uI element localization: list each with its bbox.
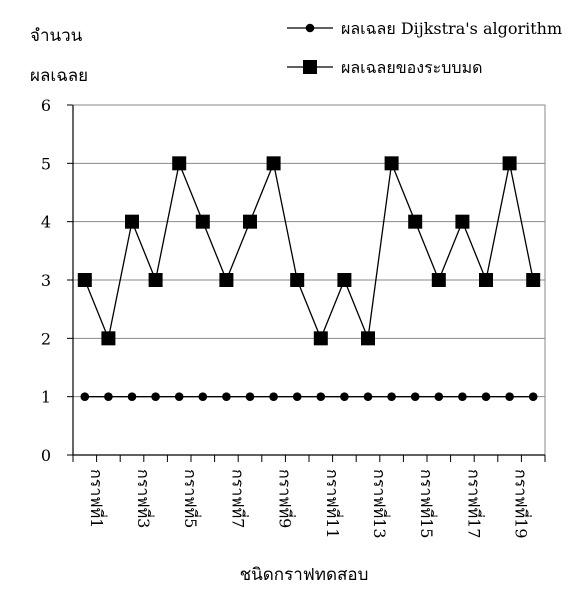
y-tick-label-2: 2: [41, 329, 51, 348]
series-markers: [77, 156, 541, 401]
point-circle: [198, 392, 208, 401]
point-circle: [151, 392, 160, 401]
point-circle: [434, 392, 444, 401]
x-axis-title: ชนิดกราฟทดสอบ: [240, 565, 369, 585]
point-circle: [363, 392, 373, 401]
point-circle: [505, 392, 514, 401]
point-circle: [292, 392, 302, 401]
point-circle: [340, 392, 349, 401]
point-square: [266, 156, 281, 171]
legend: ผลเฉลย Dijkstra's algorithm ผลเฉลยของระบบ…: [287, 19, 562, 77]
point-circle: [316, 392, 326, 401]
y-tick-label-5: 5: [41, 154, 51, 173]
point-circle: [127, 392, 137, 401]
point-square: [195, 214, 210, 229]
y-tick-label-1: 1: [41, 388, 51, 407]
y-tick-label-3: 3: [41, 271, 51, 290]
y-tick-label-6: 6: [41, 96, 51, 115]
point-square: [361, 331, 375, 346]
legend-label-2: ผลเฉลยของระบบมด: [341, 58, 483, 77]
y-tick-label-0: 0: [41, 446, 51, 465]
y-axis-label-line-1: จำนวน: [30, 26, 83, 46]
point-circle: [174, 392, 184, 401]
point-circle: [245, 392, 255, 401]
legend-marker-square: [303, 60, 317, 74]
x-tick-label: กราฟที่17: [464, 469, 485, 539]
axes: [67, 104, 546, 462]
x-tick-label: กราฟที่15: [417, 469, 438, 539]
point-circle: [387, 392, 396, 401]
y-axis-label-line-2: ผลเฉลย: [30, 66, 89, 86]
x-tick-label: กราฟที่3: [134, 469, 155, 528]
point-circle: [410, 392, 420, 401]
point-circle: [528, 392, 538, 401]
point-square: [243, 214, 257, 229]
series-line-2: [84, 160, 534, 341]
point-circle: [458, 392, 467, 401]
point-square: [502, 156, 517, 171]
point-circle: [222, 392, 231, 401]
x-tick-label: กราฟที่1: [87, 469, 108, 528]
x-tick-labels: กราฟที่1 กราฟที่3 กราฟที่5 กราฟที่7 กราฟที่9…: [87, 469, 533, 539]
point-circle: [481, 392, 491, 401]
x-tick-label: กราฟที่5: [181, 469, 202, 528]
x-tick-label: กราฟที่7: [228, 469, 249, 528]
point-square: [77, 273, 92, 287]
y-tick-labels: 0 1 2 3 4 5 6: [41, 96, 51, 465]
point-square: [101, 331, 116, 346]
point-square: [479, 273, 493, 287]
x-tick-label: กราฟที่13: [370, 469, 391, 539]
point-square: [313, 331, 328, 346]
point-square: [290, 273, 305, 287]
point-square: [455, 214, 470, 229]
x-tick-label: กราฟที่11: [323, 469, 344, 539]
y-tick-label-4: 4: [41, 213, 51, 232]
point-square: [408, 214, 423, 229]
point-square: [337, 273, 352, 287]
point-circle: [80, 392, 90, 401]
x-tick-label: กราฟที่9: [276, 469, 297, 528]
point-square: [125, 214, 139, 229]
point-square: [172, 156, 187, 171]
point-square: [219, 273, 234, 287]
x-tick-label: กราฟที่19: [512, 469, 533, 539]
legend-label-1: ผลเฉลย Dijkstra's algorithm: [341, 19, 562, 38]
point-square: [148, 273, 163, 287]
point-square: [384, 156, 399, 171]
legend-marker-circle: [305, 23, 315, 33]
point-circle: [104, 392, 113, 401]
point-circle: [269, 392, 278, 401]
point-square: [526, 273, 541, 287]
point-square: [431, 273, 446, 287]
